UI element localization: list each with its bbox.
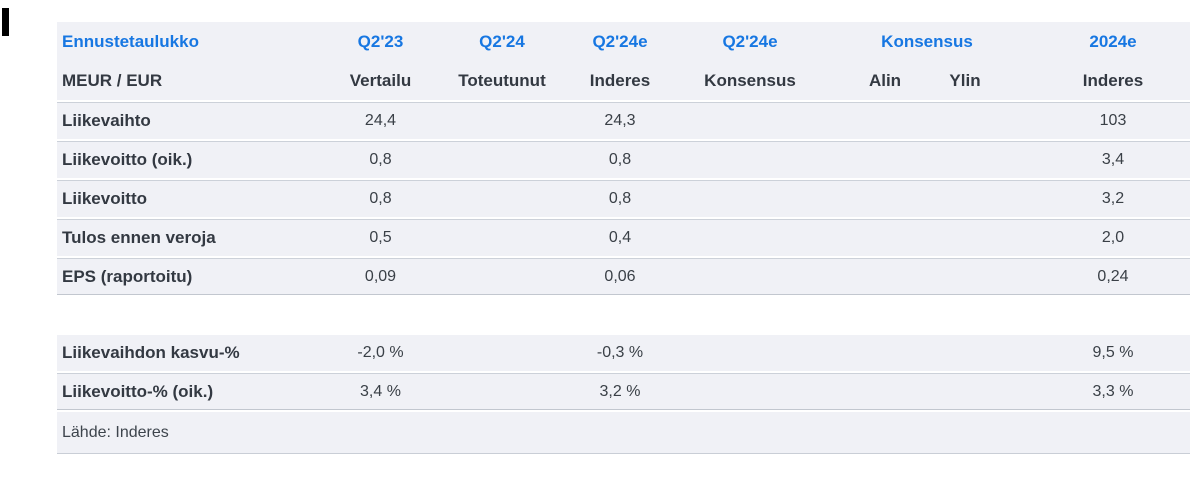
cell-value: [935, 220, 995, 256]
cell-value: [835, 335, 935, 371]
cell-value: [835, 181, 935, 217]
cell-value: [935, 181, 995, 217]
cursor-bar: [2, 8, 9, 36]
row-label: Liikevoitto (oik.): [62, 150, 193, 169]
table-row-tulos-ennen-veroja: Tulos ennen veroja 0,5 0,4 2,0: [57, 220, 1190, 256]
table-row-eps: EPS (raportoitu) 0,09 0,06 0,24: [57, 259, 1190, 295]
table-title: Ennustetaulukko: [62, 32, 199, 51]
cell-value: [935, 142, 995, 178]
cell-value: [835, 103, 935, 139]
cell-value: 0,8: [608, 151, 632, 168]
cell-value: [665, 220, 835, 256]
row-label: Tulos ennen veroja: [62, 228, 216, 247]
cell-value: [935, 335, 995, 371]
col-header-konsensus-group: Konsensus: [881, 32, 973, 51]
forecast-table: Ennustetaulukko Q2'23 Q2'24 Q2'24e Q2'24…: [57, 22, 1190, 454]
source-note: Lähde: Inderes: [57, 412, 1190, 454]
cell-value: [429, 374, 575, 409]
cell-value: [665, 142, 835, 178]
cell-value: 3,2 %: [599, 382, 641, 400]
cell-value: 0,09: [364, 267, 397, 285]
table-row-liikevaihto: Liikevaihto 24,4 24,3 103: [57, 103, 1190, 139]
cell-value: [835, 220, 935, 256]
cell-value: [935, 103, 995, 139]
cell-value: 3,4 %: [360, 382, 401, 400]
cell-value: [429, 181, 575, 217]
cell-value: 24,4: [364, 112, 397, 129]
cell-value: [665, 259, 835, 294]
col-header-q224: Q2'24: [479, 32, 525, 51]
subheader-alin: Alin: [868, 71, 902, 90]
cell-value: -2,0 %: [357, 344, 404, 361]
unit-label: MEUR / EUR: [62, 71, 163, 90]
subheader-ylin: Ylin: [949, 71, 981, 90]
cell-value: [665, 335, 835, 371]
cell-value: [835, 142, 935, 178]
cell-value: [835, 374, 935, 409]
col-header-2024e: 2024e: [1089, 32, 1137, 51]
cell-value: 3,2: [1101, 190, 1125, 207]
cell-value: 3,4: [1101, 151, 1125, 168]
cell-value: 103: [1099, 112, 1127, 129]
cell-value: 0,5: [369, 229, 392, 246]
subheader-toteutunut: Toteutunut: [458, 71, 546, 90]
cell-value: 0,24: [1097, 267, 1129, 285]
col-header-q223: Q2'23: [357, 32, 404, 51]
cell-value: [429, 259, 575, 294]
cell-value: 0,8: [369, 190, 392, 207]
cell-value: -0,3 %: [596, 344, 644, 361]
cell-value: 24,3: [604, 112, 636, 129]
subheader-konsensus: Konsensus: [704, 71, 796, 90]
header-row-periods: Ennustetaulukko Q2'23 Q2'24 Q2'24e Q2'24…: [57, 22, 1190, 62]
cell-value: [665, 181, 835, 217]
table-row-liikevoitto-oik: Liikevoitto (oik.) 0,8 0,8 3,4: [57, 142, 1190, 178]
table-row-liikevoitto-pct: Liikevoitto-% (oik.) 3,4 % 3,2 % 3,3 %: [57, 374, 1190, 410]
cell-value: 0,06: [604, 267, 636, 285]
table-header: Ennustetaulukko Q2'23 Q2'24 Q2'24e Q2'24…: [57, 22, 1190, 100]
cell-value: 3,3 %: [1092, 382, 1134, 400]
row-label: EPS (raportoitu): [62, 266, 193, 286]
subheader-2024e-inderes: Inderes: [1082, 71, 1144, 90]
cell-value: [935, 374, 995, 409]
cell-value: 0,8: [369, 151, 392, 168]
header-row-subtitles: MEUR / EUR Vertailu Toteutunut Inderes K…: [57, 62, 1190, 100]
cell-value: [665, 103, 835, 139]
row-label: Liikevaihto: [62, 111, 151, 130]
cell-value: 9,5 %: [1092, 344, 1134, 361]
cell-value: [665, 374, 835, 409]
col-header-q224e-konsensus: Q2'24e: [722, 32, 778, 51]
row-label: Liikevoitto: [62, 189, 148, 208]
cell-value: [429, 103, 575, 139]
subheader-inderes: Inderes: [589, 71, 651, 90]
cell-value: [935, 259, 995, 294]
cell-value: [835, 259, 935, 294]
subheader-vertailu: Vertailu: [349, 71, 412, 90]
cell-value: [429, 335, 575, 371]
row-label: Liikevaihdon kasvu-%: [62, 343, 240, 362]
table-row-liikevaihdon-kasvu: Liikevaihdon kasvu-% -2,0 % -0,3 % 9,5 %: [57, 335, 1190, 371]
cell-value: 0,4: [608, 229, 632, 246]
col-header-q224e-inderes: Q2'24e: [592, 32, 648, 51]
cell-value: 2,0: [1101, 229, 1125, 246]
cell-value: 0,8: [608, 190, 632, 207]
cell-value: [429, 142, 575, 178]
spacer-row: [57, 295, 1190, 335]
row-label: Liikevoitto-% (oik.): [62, 381, 214, 401]
table-row-liikevoitto: Liikevoitto 0,8 0,8 3,2: [57, 181, 1190, 217]
cell-value: [429, 220, 575, 256]
